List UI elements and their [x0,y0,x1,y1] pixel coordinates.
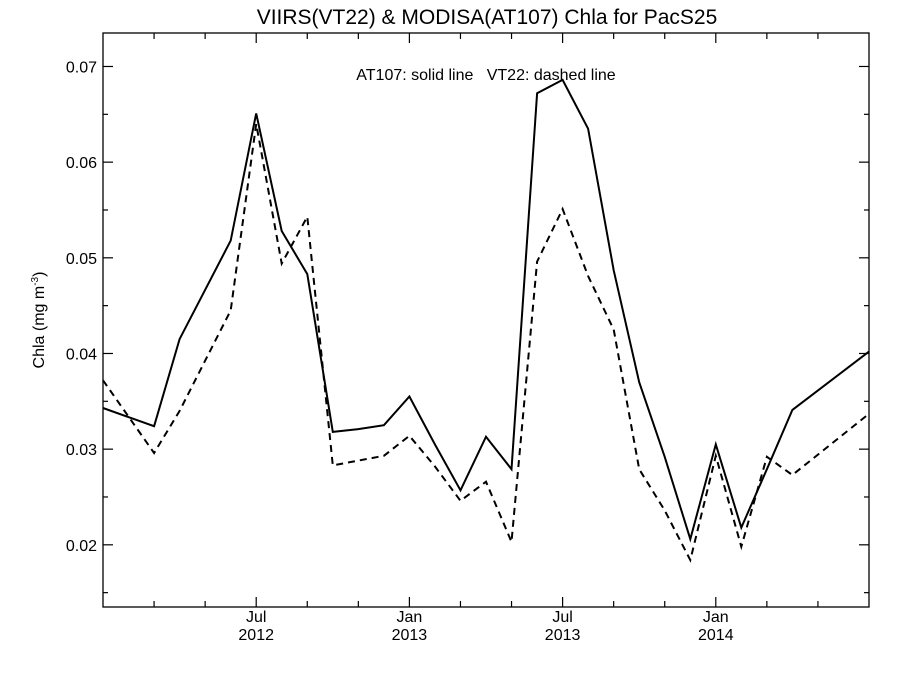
y-axis-label-close: ) [31,272,48,277]
y-axis: 0.02 0.03 0.04 0.05 0.06 0.07 [66,59,869,594]
chart-annotation: AT107: solid line VT22: dashed line [356,67,616,84]
y-tick-label: 0.06 [66,155,97,172]
y-tick-label: 0.05 [66,251,97,268]
plot-frame [102,32,870,608]
x-tick-label-year: 2013 [545,627,581,644]
chart-title: VIIRS(VT22) & MODISA(AT107) Chla for Pac… [257,6,718,29]
x-tick-label-year: 2014 [698,627,734,644]
y-tick-label: 0.04 [66,346,97,363]
x-tick-label-month: Jul [246,609,266,626]
x-tick-label-year: 2012 [238,627,274,644]
x-tick-label-month: Jul [552,609,572,626]
x-tick-label-month: Jan [397,609,423,626]
series-layer [102,78,870,563]
y-axis-label: Chla (mg m-3) [30,272,48,369]
y-axis-label-exponent: -3 [30,276,41,285]
series-line-at107 [102,78,870,543]
series-line-vt22 [102,123,870,563]
x-tick-label-year: 2013 [392,627,428,644]
y-tick-label: 0.03 [66,442,97,459]
y-axis-label-main: Chla (mg m [31,286,48,369]
y-tick-label: 0.07 [66,59,97,76]
x-tick-label-month: Jan [703,609,729,626]
y-tick-label: 0.02 [66,538,97,555]
